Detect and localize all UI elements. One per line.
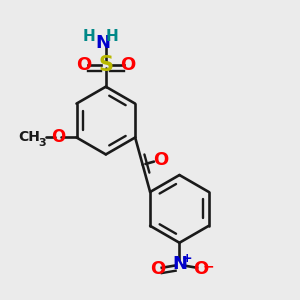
- Text: H: H: [105, 28, 118, 44]
- Text: O: O: [120, 56, 136, 74]
- Text: +: +: [182, 252, 192, 265]
- Text: O: O: [154, 151, 169, 169]
- Text: O: O: [51, 128, 65, 146]
- Text: 3: 3: [38, 138, 46, 148]
- Text: H: H: [82, 28, 95, 44]
- Text: N: N: [95, 34, 110, 52]
- Text: O: O: [193, 260, 208, 278]
- Text: N: N: [172, 255, 187, 273]
- Text: S: S: [98, 55, 113, 75]
- Text: O: O: [151, 260, 166, 278]
- Text: −: −: [202, 259, 214, 273]
- Text: CH: CH: [18, 130, 40, 145]
- Text: O: O: [76, 56, 92, 74]
